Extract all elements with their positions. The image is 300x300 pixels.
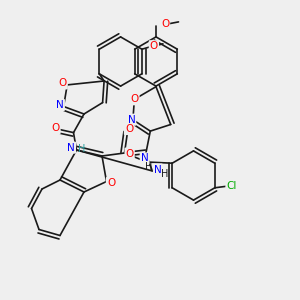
Text: Cl: Cl: [226, 181, 237, 191]
Text: N: N: [154, 164, 162, 175]
Text: O: O: [125, 124, 133, 134]
Text: O: O: [58, 78, 67, 88]
Text: N: N: [141, 153, 148, 164]
Text: H: H: [161, 169, 169, 179]
Text: O: O: [125, 148, 134, 159]
Text: O: O: [150, 41, 158, 51]
Text: H: H: [145, 161, 152, 172]
Text: N: N: [56, 100, 64, 110]
Text: N: N: [128, 115, 135, 125]
Text: N: N: [67, 142, 75, 153]
Text: O: O: [161, 19, 169, 29]
Text: H: H: [78, 143, 85, 154]
Text: O: O: [130, 94, 139, 104]
Text: O: O: [51, 123, 60, 133]
Text: O: O: [107, 178, 115, 188]
